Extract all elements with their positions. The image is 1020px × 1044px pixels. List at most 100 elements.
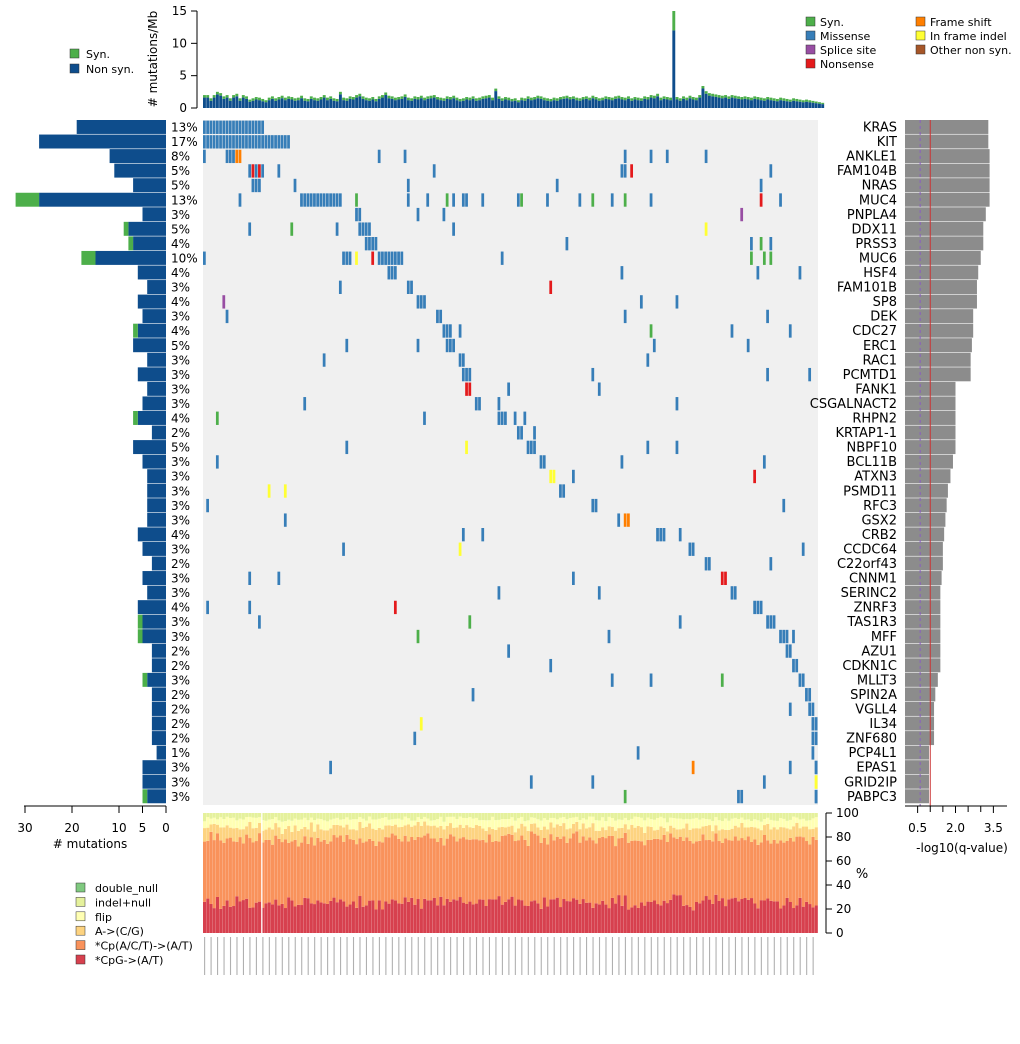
count-bar-syn [137,629,143,644]
context-segment [788,829,792,838]
context-segment [620,813,624,820]
context-segment [607,908,611,933]
percent-label: 3% [171,208,190,222]
context-segment [536,819,540,828]
context-segment [584,840,589,903]
context-segment [264,820,268,830]
mutation-cell [591,367,595,382]
context-segment [283,828,287,840]
rate-bar-syn [270,96,274,99]
context-segment [785,813,789,821]
count-bar-nonsyn [147,498,166,513]
gene-label: CDC27 [852,324,897,339]
percent-label: 3% [171,368,190,382]
rate-bar-nonsyn [319,99,323,108]
percent-label: 3% [171,790,190,804]
context-segment [364,813,368,821]
context-segment [607,816,611,827]
context-segment [361,906,365,933]
context-segment [455,813,459,820]
context-segment [504,835,508,902]
context-segment [591,840,595,908]
rate-bar-nonsyn [779,100,783,108]
rate-bar-nonsyn [452,98,456,108]
context-segment [280,903,284,933]
rate-bar-nonsyn [746,99,750,108]
context-segment [759,830,763,843]
context-segment [669,813,673,818]
context-segment [387,903,391,933]
count-bar-nonsyn [151,716,166,731]
mutation-cell [526,440,530,455]
context-segment [552,840,556,900]
context-segment [258,817,262,823]
count-bar-nonsyn [133,440,166,455]
mutation-cell [355,207,358,222]
context-segment [361,842,365,907]
percent-label: 3% [171,572,190,586]
context-segment [594,813,598,821]
context-segment [691,843,695,911]
context-segment [510,896,514,933]
context-segment [245,834,249,899]
context-segment [338,835,343,900]
context-segment [270,829,275,845]
context-segment [251,842,255,908]
context-segment [565,842,569,902]
mutation-cell [355,251,358,265]
context-segment [510,834,514,897]
context-segment [335,824,339,838]
mutation-cell [222,135,226,149]
context-segment [442,813,446,822]
q-value-bar [905,134,989,149]
context-segment [801,826,805,838]
mutation-cell [801,673,805,687]
rate-bar-syn [203,95,206,98]
mutation-cell [377,149,381,164]
context-segment [811,836,815,908]
context-segment [471,839,475,905]
context-segment [455,900,459,933]
percent-label: 3% [171,513,190,527]
rate-bar-syn [805,99,808,102]
context-segment [785,828,789,841]
context-segment [523,839,527,906]
context-segment [617,895,621,933]
q-axis-tick: 0.5 [908,821,927,835]
mutation-cell [814,760,818,775]
context-segment [429,838,433,901]
rate-bar-syn [607,97,611,100]
mutation-cell [452,222,455,236]
context-segment [717,820,721,831]
mutation-cell [458,542,462,556]
context-segment [338,899,343,933]
context-segment [678,836,682,896]
mutation-cell [251,178,255,193]
q-value-bar [905,512,946,527]
context-segment [711,813,715,821]
mutation-cell [740,789,744,804]
mutation-cell [500,411,504,425]
context-segment [607,813,611,817]
context-segment [623,824,627,833]
context-legend-label: double_null [95,882,158,895]
mutation-cell [423,295,426,309]
context-segment [772,839,776,902]
context-segment [562,823,566,837]
mutation-cell [232,149,235,164]
gene-label: KRAS [863,121,897,136]
mutation-cell [769,237,773,251]
mutation-cell [406,280,410,294]
context-segment [261,842,265,908]
mutation-cell [238,193,242,207]
rate-bar-nonsyn [695,100,698,108]
context-segment [798,819,802,829]
rate-bar-nonsyn [821,104,825,108]
context-segment [633,827,637,841]
context-segment [678,829,682,837]
mutation-cell [656,528,659,542]
context-segment [675,829,679,839]
context-segment [682,905,686,933]
